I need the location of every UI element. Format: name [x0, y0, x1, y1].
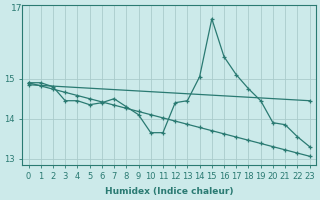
X-axis label: Humidex (Indice chaleur): Humidex (Indice chaleur)	[105, 187, 233, 196]
Text: 17: 17	[11, 4, 22, 13]
